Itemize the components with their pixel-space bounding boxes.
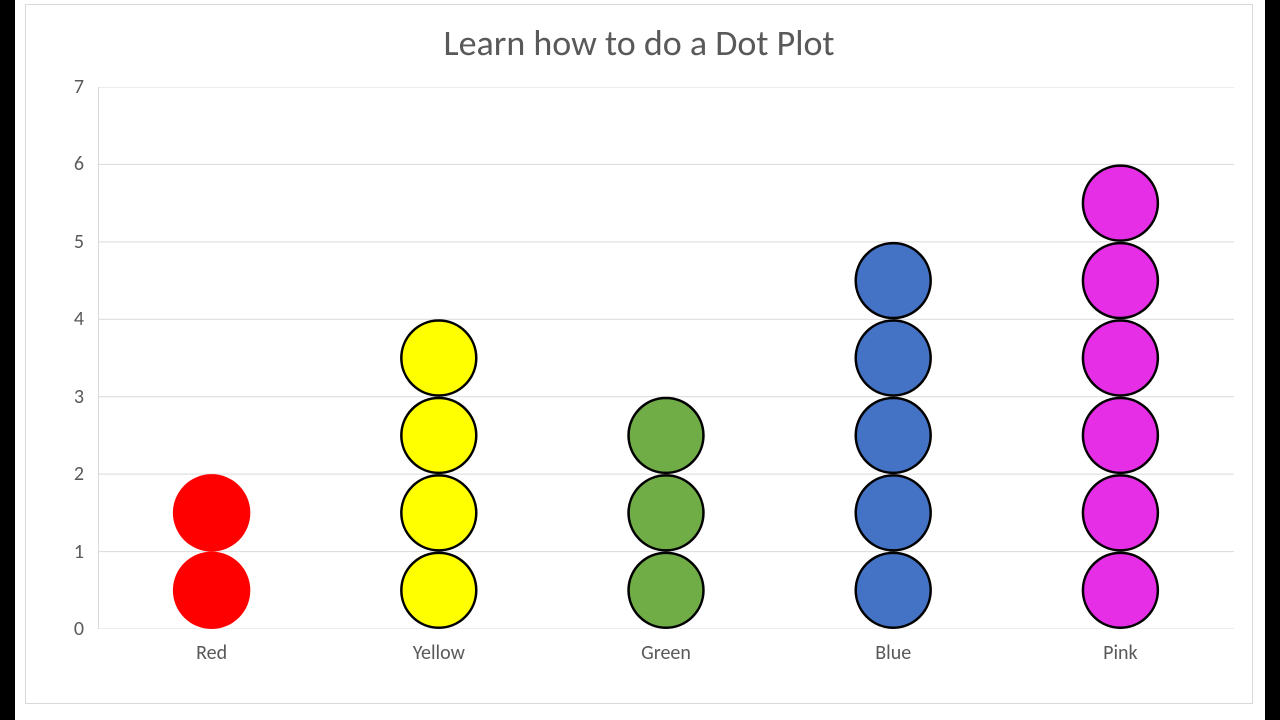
dot: [856, 243, 931, 318]
dot: [629, 398, 704, 473]
x-axis-label: Yellow: [413, 641, 465, 665]
dot: [629, 553, 704, 628]
dot: [401, 321, 476, 396]
y-axis-label: 4: [74, 307, 84, 331]
y-axis-label: 1: [74, 540, 84, 564]
dot: [856, 321, 931, 396]
y-axis-label: 3: [74, 385, 84, 409]
dot: [401, 553, 476, 628]
chart-frame: Learn how to do a Dot Plot 0 1 2 3 4 5 6 7 Red Y…: [25, 4, 1253, 704]
dot: [401, 398, 476, 473]
spreadsheet-page: Learn how to do a Dot Plot 0 1 2 3 4 5 6 7 Red Y…: [15, 0, 1265, 720]
y-axis-label: 6: [74, 152, 84, 176]
dot: [1083, 398, 1158, 473]
x-axis-label: Green: [641, 641, 691, 665]
dot: [856, 553, 931, 628]
dot: [629, 475, 704, 550]
dot: [856, 398, 931, 473]
dot: [1083, 166, 1158, 241]
dot: [1083, 553, 1158, 628]
dot: [1083, 321, 1158, 396]
y-axis-label: 5: [74, 230, 84, 254]
x-axis-label: Pink: [1103, 641, 1138, 665]
y-axis-label: 2: [74, 462, 84, 486]
y-axis: 01234567: [26, 87, 98, 629]
y-axis-label: 7: [74, 75, 84, 99]
dot: [173, 474, 250, 551]
dot: [1083, 243, 1158, 318]
chart-title: Learn how to do a Dot Plot: [26, 21, 1252, 65]
x-axis: Red Yellow Green Blue Pink: [98, 641, 1234, 681]
dotplot-svg: [98, 87, 1234, 629]
plot-area: [98, 87, 1234, 629]
dot: [856, 475, 931, 550]
dot: [401, 475, 476, 550]
y-axis-label: 0: [74, 617, 84, 641]
dot: [1083, 475, 1158, 550]
x-axis-label: Red: [196, 641, 227, 665]
dot: [173, 552, 250, 629]
x-axis-label: Blue: [875, 641, 911, 665]
